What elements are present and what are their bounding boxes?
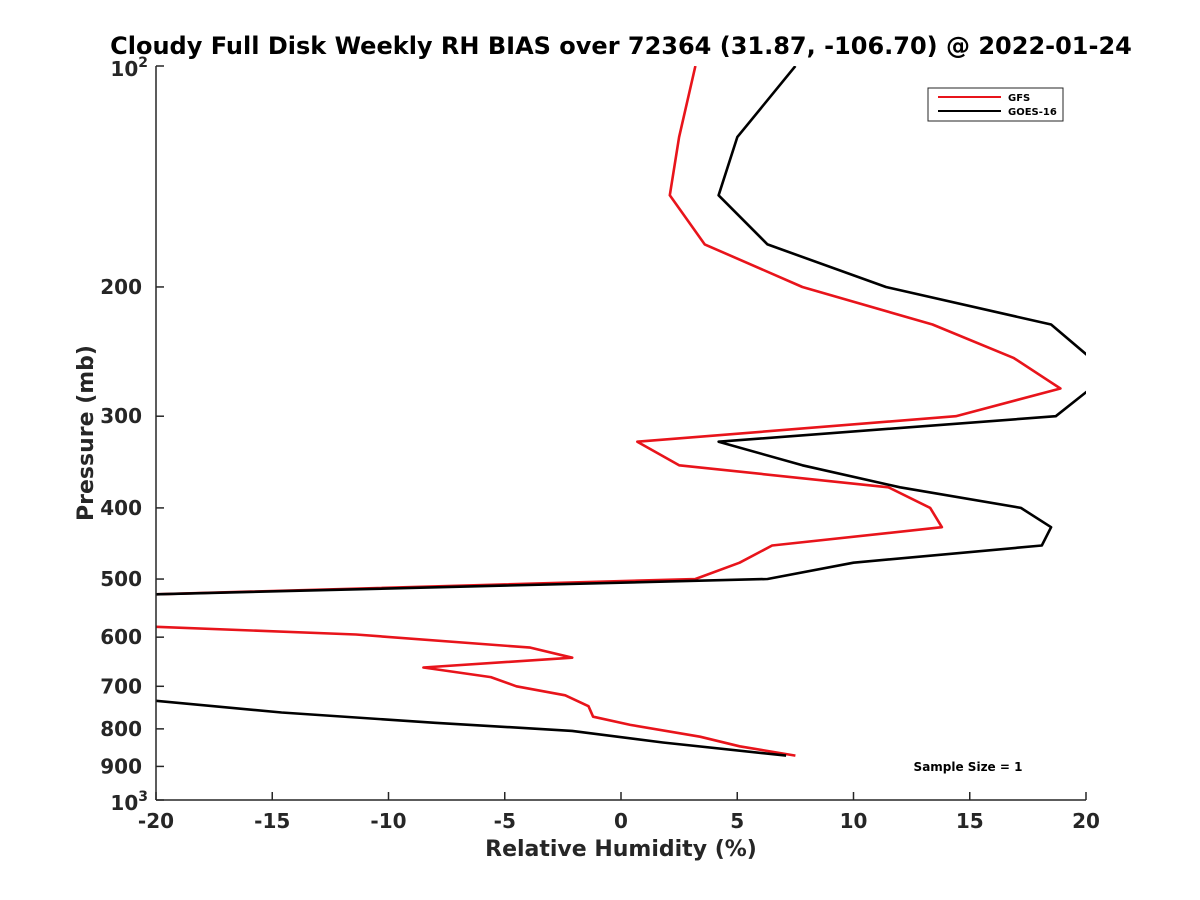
chart-title: Cloudy Full Disk Weekly RH BIAS over 723… [110,32,1132,60]
y-tick-label: 200 [100,275,142,299]
x-tick-label: 20 [1072,809,1100,833]
y-tick-label: 103 [110,789,148,815]
y-axis-label: Pressure (mb) [74,345,99,521]
sample-size-annotation: Sample Size = 1 [914,760,1023,774]
y-tick-label: 400 [100,496,142,520]
x-tick-label: 5 [730,809,744,833]
x-tick-label: -15 [254,809,290,833]
legend-gfs-label: GFS [1008,93,1030,104]
x-tick-label: -10 [370,809,406,833]
series-line-goes-16 [156,66,1086,757]
x-tick-label: -5 [494,809,516,833]
y-tick-label: 600 [100,625,142,649]
x-tick-label: 15 [956,809,984,833]
y-tick-label: 300 [100,404,142,428]
series-line-gfs [156,66,1062,757]
y-tick-label: 900 [100,754,142,778]
x-tick-label: 0 [614,809,628,833]
x-axis-label: Relative Humidity (%) [485,837,757,862]
y-ticks: 102 200 300 400 500 600 700 800 900 103 [100,55,164,815]
x-ticks: -20 -15 -10 -5 0 5 10 15 20 [138,792,1100,833]
y-tick-label: 500 [100,567,142,591]
x-tick-label: 10 [840,809,868,833]
legend: GFS GOES-16 [927,87,1064,122]
series-layer [156,66,1086,757]
legend-box [927,87,1064,122]
y-tick-label: 102 [110,55,148,81]
y-tick-label: 800 [100,717,142,741]
legend-goes16-label: GOES-16 [1008,107,1057,118]
y-tick-label: 700 [100,674,142,698]
x-tick-label: -20 [138,809,174,833]
